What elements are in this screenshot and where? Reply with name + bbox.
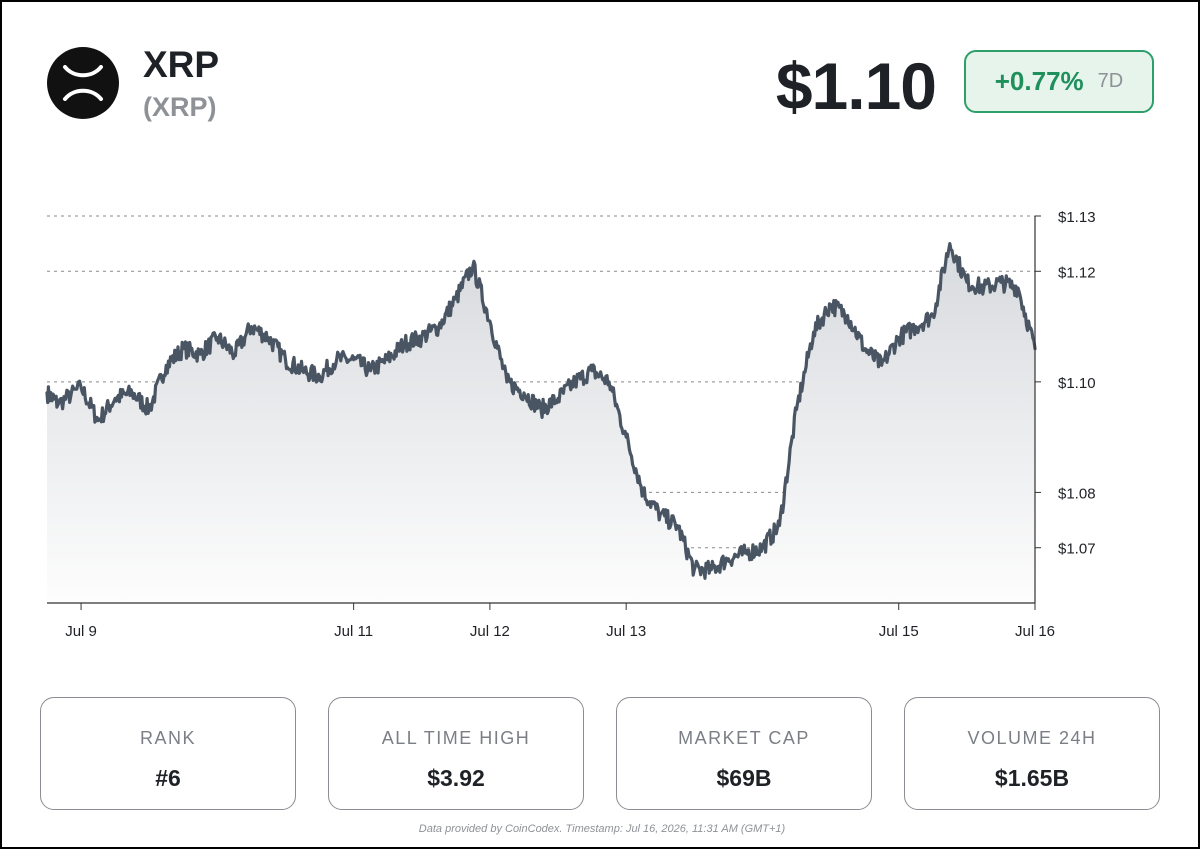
- x-tick-label: Jul 9: [65, 623, 97, 640]
- stat-label: ALL TIME HIGH: [381, 728, 531, 748]
- price-change-badge: +0.77% 7D: [964, 50, 1154, 113]
- stat-label: MARKET CAP: [678, 728, 810, 748]
- y-axis-ticks: $1.07 $1.08 $1.10 $1.12 $1.13: [1035, 209, 1096, 558]
- price-area-fill: [47, 243, 1035, 603]
- stat-card-rank: RANK #6: [40, 697, 296, 810]
- x-tick-label: Jul 13: [606, 623, 646, 640]
- x-tick-label: Jul 11: [334, 623, 373, 640]
- stat-value: $1.65B: [994, 765, 1070, 791]
- x-axis-ticks: Jul 9 Jul 11 Jul 12 Jul 13 Jul 15 Jul 16: [65, 603, 1055, 640]
- price-chart: Jul 9 Jul 11 Jul 12 Jul 13 Jul 15 Jul 16 $1.0…: [45, 209, 1096, 640]
- stat-value: $3.92: [427, 765, 485, 791]
- price-line: [45, 242, 1037, 580]
- data-attribution: Data provided by CoinCodex. Timestamp: J…: [418, 823, 786, 835]
- y-tick-label: $1.12: [1058, 264, 1096, 281]
- y-tick-label: $1.08: [1058, 485, 1096, 502]
- stat-value: $69B: [716, 765, 772, 791]
- y-tick-label: $1.13: [1058, 209, 1096, 226]
- xrp-x-logo-icon: [63, 65, 103, 101]
- stat-value: #6: [155, 765, 181, 791]
- price-change-value: +0.77%: [994, 66, 1084, 96]
- y-tick-label: $1.10: [1058, 375, 1096, 392]
- x-tick-label: Jul 12: [470, 623, 510, 640]
- stat-card-market-cap: MARKET CAP $69B: [616, 697, 872, 810]
- stat-label: RANK: [139, 728, 196, 748]
- x-tick-label: Jul 16: [1015, 623, 1055, 640]
- coin-name: XRP: [143, 44, 220, 85]
- coin-symbol: (XRP): [143, 92, 217, 122]
- price-change-period: 7D: [1097, 70, 1124, 92]
- y-tick-label: $1.07: [1058, 541, 1096, 558]
- stat-label: VOLUME 24H: [967, 728, 1097, 748]
- xrp-logo-icon: [47, 47, 119, 119]
- current-price: $1.10: [775, 49, 937, 123]
- stat-card-volume-24h: VOLUME 24H $1.65B: [904, 697, 1160, 810]
- stat-card-all-time-high: ALL TIME HIGH $3.92: [328, 697, 584, 810]
- x-tick-label: Jul 15: [879, 623, 919, 640]
